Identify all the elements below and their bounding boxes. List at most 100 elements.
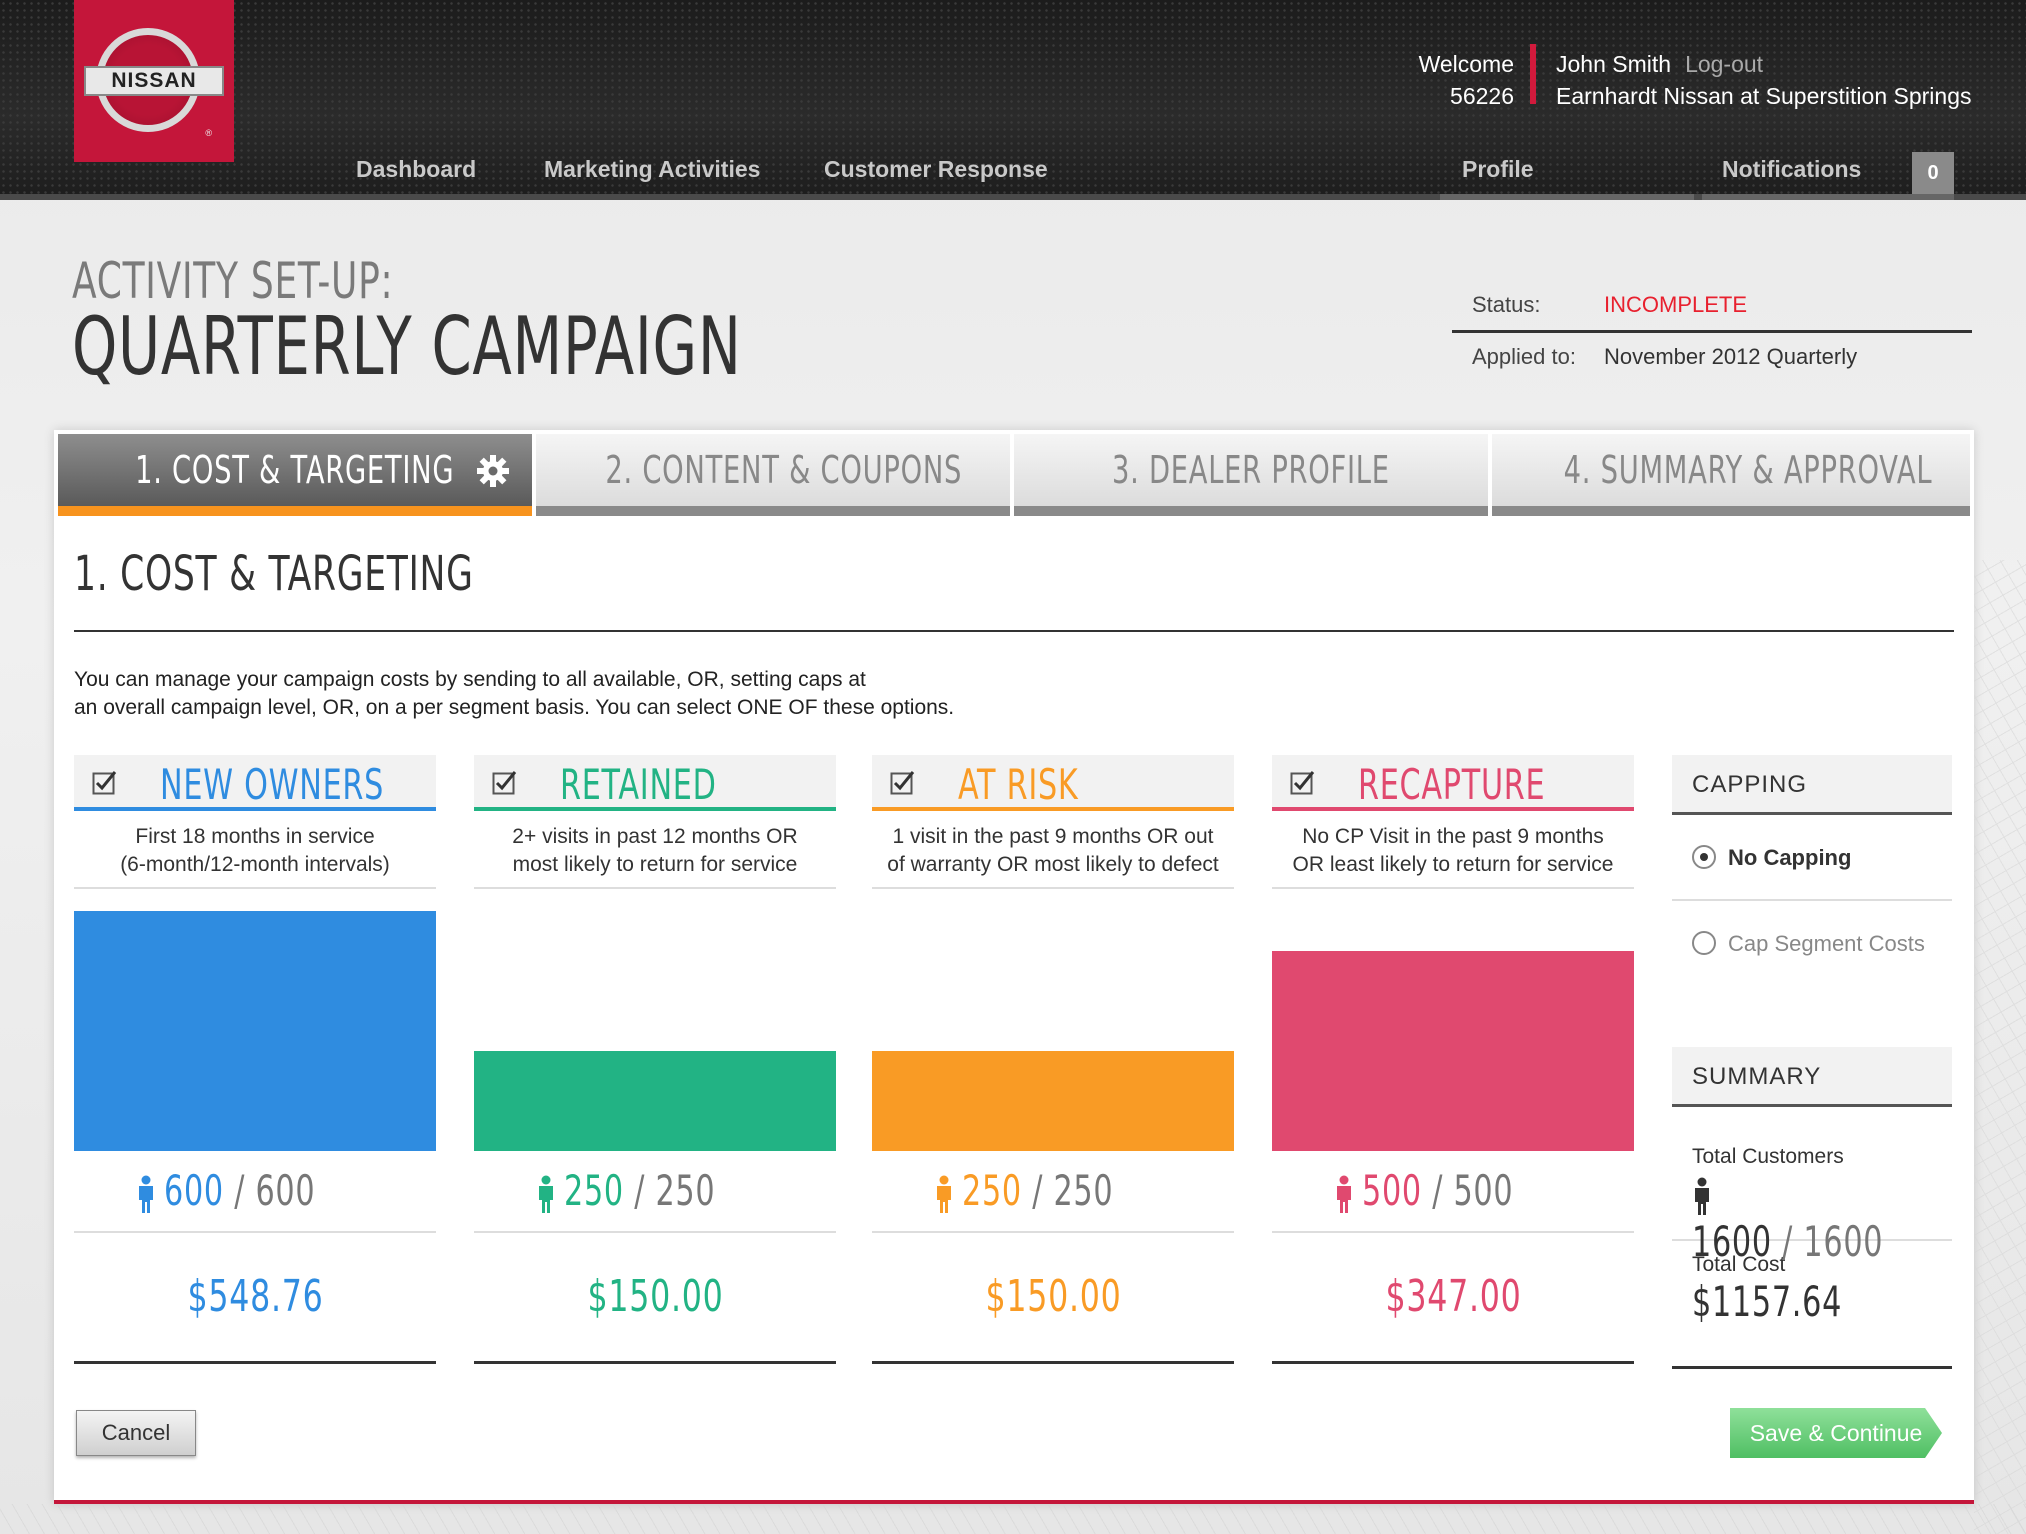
page-title: QUARTERLY CAMPAIGN <box>72 300 742 393</box>
dealership-name: Earnhardt Nissan at Superstition Springs <box>1556 83 1972 109</box>
total-customers-max: 1600 <box>1803 1217 1884 1266</box>
tab-content-coupons[interactable]: 2. CONTENT & COUPONS <box>536 434 1010 516</box>
segment-cost-value: $347.00 <box>1384 1271 1522 1322</box>
segment-name: NEW OWNERS <box>160 760 385 809</box>
logo-text: NISSAN <box>84 66 224 96</box>
segment-count: 250 / 250 <box>872 1151 1234 1233</box>
radio-button[interactable] <box>1692 845 1716 869</box>
segment-desc-line: 2+ visits in past 12 months OR <box>512 825 798 848</box>
tab-label: 4. SUMMARY & APPROVAL <box>1563 448 1933 492</box>
segment-bar <box>1272 951 1634 1151</box>
nav-profile-tab[interactable] <box>1440 150 1694 200</box>
segment-recapture: RECAPTURE No CP Visit in the past 9 mont… <box>1272 755 1634 1364</box>
segment-count-value: 250 <box>563 1166 624 1215</box>
segment-bar-area <box>474 889 836 1151</box>
segment-bar-area <box>74 889 436 1151</box>
tab-dealer-profile[interactable]: 3. DEALER PROFILE <box>1014 434 1488 516</box>
segment-count: 250 / 250 <box>474 1151 836 1233</box>
radio-button[interactable] <box>1692 931 1716 955</box>
segment-description: No CP Visit in the past 9 months OR leas… <box>1272 811 1634 889</box>
segment-name: RECAPTURE <box>1358 760 1546 809</box>
segment-cost: $150.00 <box>872 1233 1234 1364</box>
checkbox-icon[interactable] <box>92 769 118 795</box>
nav-notifications-tab[interactable] <box>1702 150 1954 200</box>
status-value: INCOMPLETE <box>1604 292 1748 317</box>
segment-desc-line: First 18 months in service <box>135 825 375 848</box>
segment-cost-value: $150.00 <box>984 1271 1122 1322</box>
background-mesh <box>1974 560 2026 1534</box>
segment-bar-area <box>872 889 1234 1151</box>
segment-desc-line: most likely to return for service <box>512 853 798 876</box>
total-cost-value: $1157.64 <box>1692 1277 1843 1326</box>
segment-count-max: 250 <box>655 1166 716 1215</box>
segment-count-max: 500 <box>1453 1166 1514 1215</box>
total-customers-block: Total Customers 1600 / 1600 <box>1672 1107 1952 1266</box>
total-cost-label: Total Cost <box>1692 1253 1786 1276</box>
tab-label: 1. COST & TARGETING <box>135 448 455 492</box>
dealer-code: 56226 <box>1450 83 1514 109</box>
cancel-button[interactable]: Cancel <box>76 1410 196 1456</box>
setup-panel: 1. COST & TARGETING 2. CONTENT & COUPONS… <box>54 430 1974 1504</box>
person-icon <box>1336 1175 1351 1213</box>
capping-summary-column: CAPPING No Capping Cap Segment Costs SUM… <box>1672 755 1952 1369</box>
segment-count-max: 600 <box>255 1166 316 1215</box>
welcome-label: Welcome <box>1418 51 1514 77</box>
top-header: NISSAN ® Welcome 56226 John Smith Log-out… <box>0 0 2026 200</box>
nissan-logo[interactable]: NISSAN ® <box>74 0 234 162</box>
notification-count-badge[interactable]: 0 <box>1912 152 1954 194</box>
segment-count-max: 250 <box>1053 1166 1114 1215</box>
total-customers-label: Total Customers <box>1692 1145 1844 1168</box>
segment-header: RETAINED <box>474 755 836 811</box>
step-tabs: 1. COST & TARGETING 2. CONTENT & COUPONS… <box>58 434 1970 516</box>
checkbox-icon[interactable] <box>1290 769 1316 795</box>
nav-customer-response[interactable]: Customer Response <box>824 156 1048 182</box>
segment-count-value: 500 <box>1361 1166 1422 1215</box>
segment-bar <box>872 1051 1234 1151</box>
segment-name: AT RISK <box>958 760 1079 809</box>
radio-cap-segment[interactable]: Cap Segment Costs <box>1672 901 1952 985</box>
segment-header: NEW OWNERS <box>74 755 436 811</box>
user-divider <box>1530 44 1536 104</box>
tab-label: 2. CONTENT & COUPONS <box>605 448 963 492</box>
save-continue-button[interactable]: Save & Continue <box>1730 1408 1942 1458</box>
segment-count-value: 600 <box>163 1166 224 1215</box>
segment-header: AT RISK <box>872 755 1234 811</box>
registered-mark: ® <box>205 128 212 138</box>
intro-line: You can manage your campaign costs by se… <box>74 668 866 691</box>
radio-label: Cap Segment Costs <box>1728 931 1925 956</box>
tab-cost-targeting[interactable]: 1. COST & TARGETING <box>58 434 532 516</box>
tab-summary-approval[interactable]: 4. SUMMARY & APPROVAL <box>1492 434 1970 516</box>
segment-new-owners: NEW OWNERS First 18 months in service (6… <box>74 755 436 1364</box>
nav-dashboard[interactable]: Dashboard <box>356 156 477 182</box>
radio-no-capping[interactable]: No Capping <box>1672 815 1952 901</box>
segment-bar <box>474 1051 836 1151</box>
person-icon <box>936 1175 951 1213</box>
nav-profile[interactable]: Profile <box>1462 156 1534 182</box>
segment-desc-line: No CP Visit in the past 9 months <box>1302 825 1604 848</box>
radio-label: No Capping <box>1728 845 1852 870</box>
segment-name: RETAINED <box>560 760 717 809</box>
segment-desc-line: OR least likely to return for service <box>1292 853 1614 876</box>
applied-value: November 2012 Quarterly <box>1604 344 1858 369</box>
segment-retained: RETAINED 2+ visits in past 12 months OR … <box>474 755 836 1364</box>
nav-marketing-activities[interactable]: Marketing Activities <box>544 156 761 182</box>
segment-cost: $347.00 <box>1272 1233 1634 1364</box>
nav-notifications[interactable]: Notifications <box>1722 156 1862 182</box>
status-box: Status: INCOMPLETE Applied to: November … <box>1452 280 1972 384</box>
welcome-block: Welcome 56226 <box>1419 48 1514 112</box>
segment-header: RECAPTURE <box>1272 755 1634 811</box>
segment-at-risk: AT RISK 1 visit in the past 9 months OR … <box>872 755 1234 1364</box>
segment-count-value: 250 <box>961 1166 1022 1215</box>
segment-description: First 18 months in service (6-month/12-m… <box>74 811 436 889</box>
user-name: John Smith <box>1556 51 1672 77</box>
total-customers-count: 1600 <box>1692 1217 1772 1266</box>
checkbox-icon[interactable] <box>890 769 916 795</box>
logout-link[interactable]: Log-out <box>1685 51 1764 77</box>
segment-bar-area <box>1272 889 1634 1151</box>
applied-label: Applied to: <box>1472 344 1576 369</box>
segment-bar <box>74 911 436 1151</box>
person-icon <box>538 1175 553 1213</box>
tab-label: 3. DEALER PROFILE <box>1112 448 1390 492</box>
segment-description: 2+ visits in past 12 months OR most like… <box>474 811 836 889</box>
checkbox-icon[interactable] <box>492 769 518 795</box>
